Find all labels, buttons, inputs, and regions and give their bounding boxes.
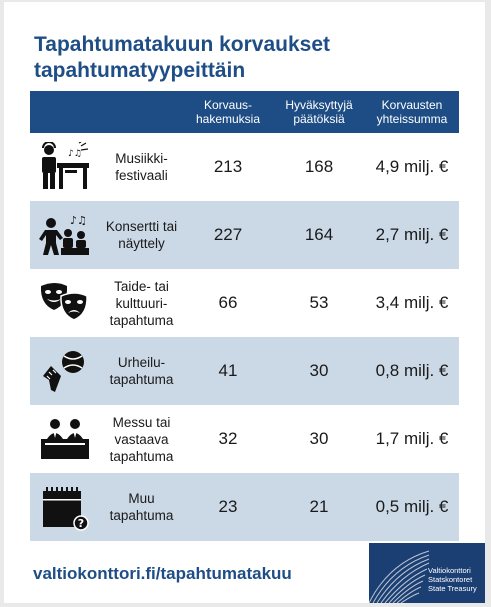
row-icon-cell — [30, 269, 100, 337]
table-row: Taide- tai kulttuuri- tapahtuma 66 53 3,… — [30, 269, 459, 337]
event-type-label: Muu tapahtuma — [100, 473, 183, 541]
table-row: ♪♫ Konsertti tai näyttely 227 164 2,7 mi… — [30, 201, 459, 269]
event-type-label: Taide- tai kulttuuri- tapahtuma — [109, 278, 174, 328]
table-row: ♪♫ Musiikki- festivaali 213 168 4,9 milj… — [30, 133, 459, 201]
header-total: Korvausten yhteissumma — [365, 91, 459, 133]
page-title-line-2: tapahtumatyypeittäin — [34, 59, 246, 82]
approved-value: 168 — [304, 157, 334, 176]
svg-text:♪♫: ♪♫ — [70, 214, 87, 227]
table-row: Messu tai vastaava tapahtuma 32 30 1,7 m… — [30, 405, 459, 473]
state-treasury-logo: Valtiokonttori Statskontoret State Treas… — [369, 543, 485, 603]
row-icon-cell — [30, 337, 100, 405]
logo-line-en: State Treasury — [428, 584, 477, 593]
sports-equipment-icon — [43, 351, 84, 392]
calendar-question-icon: ? — [43, 487, 89, 531]
row-icon-cell: ♪♫ — [30, 201, 100, 269]
event-type-label: Musiikki- festivaali — [115, 151, 168, 183]
applications-value: 32 — [218, 429, 238, 448]
logo-wave-icon — [369, 550, 430, 603]
svg-text:♪♫: ♪♫ — [68, 149, 82, 159]
trade-fair-booth-icon — [41, 419, 89, 459]
event-type-label: Urheilu- tapahtuma — [100, 337, 183, 405]
logo-text: Valtiokonttori Statskontoret State Treas… — [428, 566, 477, 593]
total-value: 0,5 milj. € — [365, 473, 459, 541]
logo-line-sv: Statskontoret — [428, 575, 473, 584]
dj-festival-icon: ♪♫ — [42, 142, 89, 189]
page-title: Tapahtumatakuun korvaukset tapahtumatyyp… — [34, 32, 330, 84]
applications-value: 66 — [218, 293, 238, 312]
table-row: ? Muu tapahtuma 23 21 0,5 milj. € — [30, 473, 459, 541]
total-value: 1,7 milj. € — [375, 429, 449, 448]
event-type-label: Messu tai vastaava tapahtuma — [109, 414, 174, 464]
compensation-table: Korvaus- hakemuksia Hyväksyttyjä päätöks… — [30, 91, 459, 541]
total-value: 0,8 milj. € — [365, 337, 459, 405]
theater-masks-icon — [40, 283, 88, 321]
header-applications: Korvaus- hakemuksia — [183, 91, 273, 133]
applications-value: 227 — [183, 201, 273, 269]
applications-value: 213 — [213, 157, 243, 176]
header-icon-cell — [30, 91, 100, 133]
row-icon-cell — [30, 405, 100, 473]
approved-value: 21 — [273, 473, 365, 541]
table-row: Urheilu- tapahtuma 41 30 0,8 milj. € — [30, 337, 459, 405]
page-title-line-1: Tapahtumatakuun korvaukset — [34, 33, 331, 56]
concert-theater-icon: ♪♫ — [39, 214, 89, 255]
header-approved: Hyväksyttyjä päätöksiä — [273, 91, 365, 133]
svg-text:?: ? — [78, 517, 84, 530]
header-type — [100, 91, 183, 133]
row-icon-cell: ? — [30, 473, 100, 541]
event-type-label: Konsertti tai näyttely — [100, 201, 183, 269]
total-value: 4,9 milj. € — [375, 157, 449, 176]
approved-value: 30 — [309, 429, 329, 448]
approved-value: 164 — [273, 201, 365, 269]
table-header-row: Korvaus- hakemuksia Hyväksyttyjä päätöks… — [30, 91, 459, 133]
infographic-page: Tapahtumatakuun korvaukset tapahtumatyyp… — [4, 2, 485, 603]
total-value: 2,7 milj. € — [365, 201, 459, 269]
row-icon-cell: ♪♫ — [30, 133, 100, 201]
approved-value: 30 — [273, 337, 365, 405]
website-link[interactable]: valtiokonttori.fi/tapahtumatakuu — [33, 564, 292, 583]
approved-value: 53 — [309, 293, 329, 312]
applications-value: 41 — [183, 337, 273, 405]
total-value: 3,4 milj. € — [375, 293, 449, 312]
logo-line-fi: Valtiokonttori — [428, 566, 471, 575]
applications-value: 23 — [183, 473, 273, 541]
